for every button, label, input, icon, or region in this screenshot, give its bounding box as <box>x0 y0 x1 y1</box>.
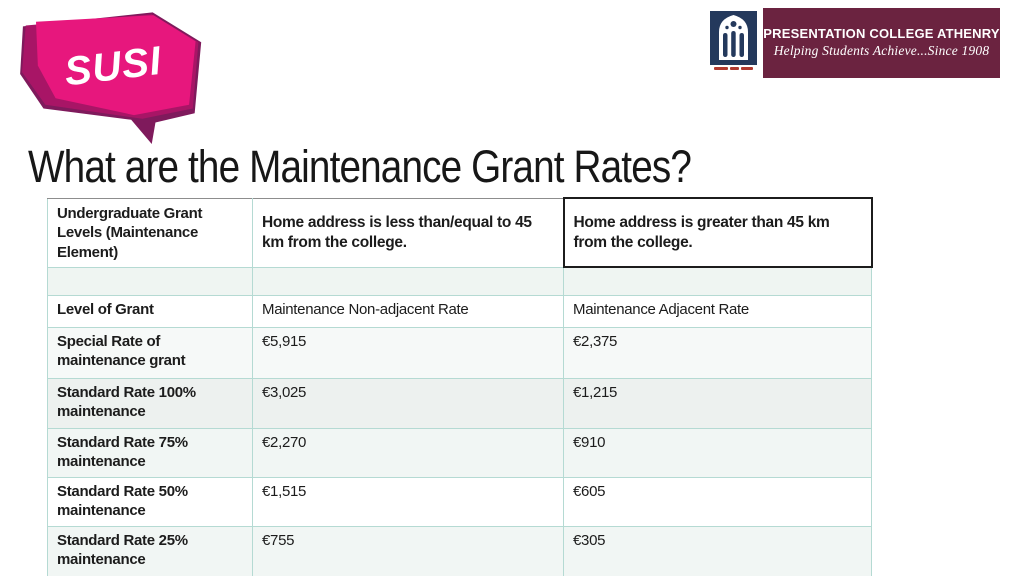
cell-label: Standard Rate 50% maintenance <box>47 476 253 527</box>
college-crest-panel <box>703 8 763 78</box>
cell-adjacent: €1,215 <box>563 377 872 429</box>
cell-adjacent: €305 <box>563 525 872 576</box>
cell-label: Special Rate of maintenance grant <box>47 326 253 379</box>
table-row-empty <box>47 266 872 296</box>
cell-label <box>47 266 253 296</box>
grant-rates-table-grid: Undergraduate Grant Levels (Maintenance … <box>47 197 873 576</box>
college-name: PRESENTATION COLLEGE ATHENRY <box>763 26 1000 42</box>
table-row-standard-25: Standard Rate 25% maintenance €755 €305 <box>47 525 872 576</box>
cell-adjacent: €605 <box>563 476 872 527</box>
college-logo: PRESENTATION COLLEGE ATHENRY Helping Stu… <box>703 8 1000 78</box>
cell-non-adjacent: €2,270 <box>252 427 564 478</box>
cell-label: Standard Rate 25% maintenance <box>47 525 253 576</box>
susi-speech-bubble-icon: SUSI <box>20 12 202 145</box>
header-greater-than-45km: Home address is greater than 45 km from … <box>562 197 873 268</box>
table-row-standard-50: Standard Rate 50% maintenance €1,515 €60… <box>47 476 872 527</box>
cell-label: Standard Rate 75% maintenance <box>47 427 253 478</box>
college-motto-text <box>713 67 753 70</box>
cell-non-adjacent: €1,515 <box>252 476 564 527</box>
college-banner: PRESENTATION COLLEGE ATHENRY Helping Stu… <box>763 8 1000 78</box>
susi-bubble-face <box>36 15 196 116</box>
grant-rates-table: Undergraduate Grant Levels (Maintenance … <box>47 197 873 576</box>
cell-adjacent: €2,375 <box>563 326 872 379</box>
cell-non-adjacent: Maintenance Non-adjacent Rate <box>252 294 564 328</box>
cell-label: Level of Grant <box>47 294 253 328</box>
college-crest-icon <box>709 11 757 65</box>
cell-non-adjacent: €5,915 <box>252 326 564 379</box>
table-row-level-of-grant: Level of Grant Maintenance Non-adjacent … <box>47 294 872 328</box>
table-row-special-rate: Special Rate of maintenance grant €5,915… <box>47 326 872 379</box>
susi-logo: SUSI <box>8 4 204 145</box>
cell-adjacent <box>563 266 872 296</box>
cell-non-adjacent: €755 <box>252 525 564 576</box>
table-header-row: Undergraduate Grant Levels (Maintenance … <box>47 197 873 268</box>
table-row-standard-100: Standard Rate 100% maintenance €3,025 €1… <box>47 377 872 429</box>
cell-non-adjacent <box>252 266 564 296</box>
college-tagline: Helping Students Achieve...Since 1908 <box>773 43 990 59</box>
cell-non-adjacent: €3,025 <box>252 377 564 429</box>
header-grant-levels: Undergraduate Grant Levels (Maintenance … <box>47 197 253 268</box>
header-less-than-45km: Home address is less than/equal to 45 km… <box>252 197 564 268</box>
table-row-standard-75: Standard Rate 75% maintenance €2,270 €91… <box>47 427 872 478</box>
cell-adjacent: Maintenance Adjacent Rate <box>563 294 872 328</box>
page-title: What are the Maintenance Grant Rates? <box>28 141 692 192</box>
cell-label: Standard Rate 100% maintenance <box>47 377 253 429</box>
cell-adjacent: €910 <box>563 427 872 478</box>
